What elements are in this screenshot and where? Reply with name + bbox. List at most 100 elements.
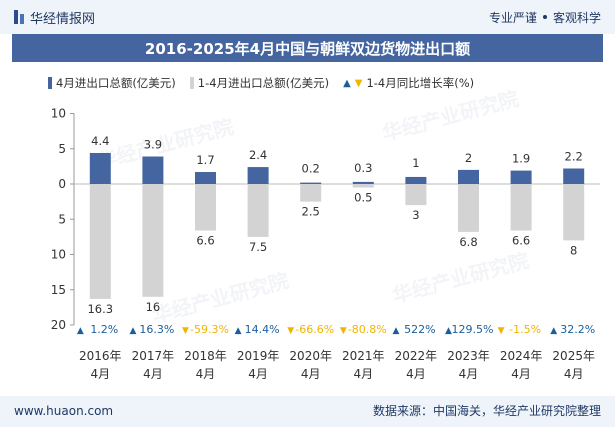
bar-series1 (300, 182, 322, 184)
x-tick-label: 2019年 (237, 349, 280, 363)
triangle-up-icon: ▲ (343, 77, 351, 89)
slogan: 专业严谨 客观科学 (489, 0, 601, 34)
footer: www.huaon.com 数据来源：中国海关，华经产业研究院整理 (0, 396, 615, 427)
bar-series1 (405, 176, 427, 184)
legend-swatch-series2 (189, 77, 194, 89)
header-bar: 华经情报网 专业严谨 客观科学 (0, 0, 615, 34)
data-label-series2: 0.5 (354, 191, 372, 205)
data-label-series1: 2.4 (249, 148, 267, 162)
data-label-series1: 2 (465, 151, 472, 165)
chart-title-bar: 2016-2025年4月中国与朝鲜双边货物进出口额 (12, 34, 603, 62)
data-label-series2: 7.5 (249, 240, 267, 254)
bar-series1 (510, 170, 532, 184)
growth-rate-label: 522% (404, 323, 435, 336)
x-tick-label: 2020年 (289, 349, 332, 363)
growth-rate-label: -1.5% (509, 323, 541, 336)
bar-series1 (458, 169, 479, 184)
growth-down-icon: ▼ (182, 326, 189, 336)
y-tick-label: 0 (58, 177, 66, 191)
data-label-series2: 6.8 (459, 235, 477, 249)
bar-series1 (89, 152, 111, 184)
x-tick-label: 2025年 (552, 349, 595, 363)
x-tick-label: 2018年 (184, 349, 227, 363)
bar-series1 (142, 156, 164, 184)
y-tick-label: 10 (51, 248, 66, 262)
data-label-series1: 1.7 (196, 153, 214, 167)
bar-series1 (195, 172, 216, 184)
data-label-series2: 2.5 (302, 205, 320, 219)
dot-separator-icon (542, 15, 547, 19)
data-label-series1: 0.3 (354, 161, 372, 175)
bar-series2 (195, 184, 216, 231)
legend-swatch-series1 (48, 77, 52, 89)
bar-series2 (247, 184, 269, 237)
y-tick-label: 10 (51, 107, 66, 121)
growth-down-icon: ▼ (498, 326, 505, 336)
growth-up-icon: ▲ (392, 326, 399, 336)
bar-series1 (563, 168, 585, 184)
slogan-left: 专业严谨 (488, 10, 537, 25)
bar-series2 (300, 184, 322, 202)
bar-series2 (510, 184, 532, 231)
growth-up-icon: ▲ (129, 326, 136, 336)
growth-rate-label: -80.8% (348, 323, 387, 336)
data-label-series2: 6.6 (196, 234, 214, 248)
x-tick-label: 2022年 (395, 349, 438, 363)
x-tick-label: 4月 (143, 367, 163, 381)
data-label-series1: 2.2 (565, 149, 583, 163)
y-tick-label: 5 (58, 142, 66, 156)
y-tick-label: 15 (51, 283, 66, 297)
data-label-series2: 8 (570, 243, 577, 257)
x-tick-label: 4月 (90, 367, 110, 381)
data-label-series2: 6.6 (512, 234, 530, 248)
bar-series2 (458, 184, 479, 232)
x-tick-label: 4月 (511, 367, 531, 381)
growth-up-icon: ▲ (235, 326, 242, 336)
data-label-series1: 1.9 (512, 152, 530, 166)
data-label-series1: 3.9 (144, 138, 162, 152)
growth-rate-label: 14.4% (245, 323, 280, 336)
x-tick-label: 4月 (248, 367, 268, 381)
footer-source: 数据来源：中国海关，华经产业研究院整理 (372, 404, 601, 418)
x-tick-label: 4月 (196, 367, 216, 381)
chart-title: 2016-2025年4月中国与朝鲜双边货物进出口额 (144, 39, 471, 58)
x-tick-label: 4月 (459, 367, 479, 381)
legend-item-series1: 4月进出口总额(亿美元) (48, 75, 176, 91)
x-tick-label: 2023年 (447, 349, 490, 363)
growth-rate-label: 1.2% (90, 323, 118, 336)
footer-site: www.huaon.com (14, 404, 114, 418)
y-tick-label: 20 (51, 318, 66, 332)
growth-down-icon: ▼ (340, 326, 347, 336)
data-label-series2: 3 (412, 208, 419, 222)
growth-rate-label: 32.2% (560, 323, 595, 336)
brand-name: 华经情报网 (30, 11, 96, 27)
data-label-series1: 1 (412, 156, 419, 170)
legend-label-series1: 4月进出口总额(亿美元) (56, 76, 176, 90)
x-tick-label: 2016年 (79, 349, 122, 363)
bar-series1 (352, 181, 374, 184)
growth-rate-label: -59.3% (190, 323, 229, 336)
growth-up-icon: ▲ (445, 326, 452, 336)
bar-series2 (352, 184, 374, 188)
bar-series2 (142, 184, 164, 297)
x-tick-label: 4月 (564, 367, 584, 381)
slogan-right: 客观科学 (552, 10, 601, 25)
bar-series2 (89, 184, 111, 299)
growth-up-icon: ▲ (77, 326, 84, 336)
growth-rate-label: 16.3% (139, 323, 174, 336)
brand: 华经情报网 (14, 0, 95, 34)
legend-label-series2: 1-4月进出口总额(亿美元) (197, 76, 330, 90)
growth-down-icon: ▼ (287, 326, 294, 336)
data-label-series1: 0.2 (302, 162, 320, 176)
triangle-down-icon: ▼ (354, 77, 363, 89)
legend: 4月进出口总额(亿美元) 1-4月进出口总额(亿美元) ▲ ▼ 1-4月同比增长… (48, 76, 474, 90)
bar-series1 (247, 167, 269, 184)
x-tick-label: 2021年 (342, 349, 385, 363)
data-label-series2: 16.3 (87, 302, 113, 316)
brand-logo-icon (14, 10, 24, 24)
x-tick-label: 4月 (301, 367, 321, 381)
data-label-series2: 16 (146, 300, 161, 314)
legend-item-series3: ▲ ▼ 1-4月同比增长率(%) (343, 75, 474, 91)
y-tick-label: 5 (58, 212, 66, 226)
